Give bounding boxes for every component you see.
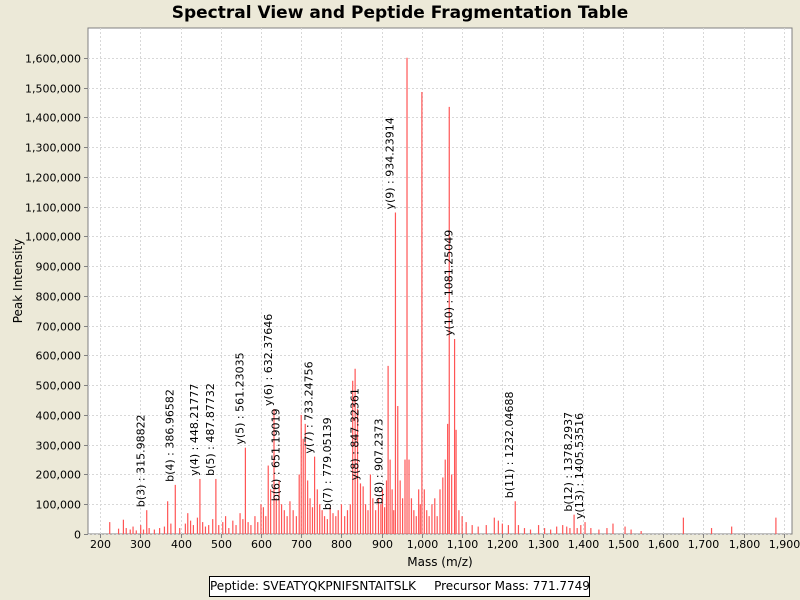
y-tick-label: 700,000 xyxy=(36,321,82,334)
y-tick-label: 1,500,000 xyxy=(25,83,81,96)
x-tick-label: 200 xyxy=(90,538,111,551)
fragment-annotation: y(8) : 847.32361 xyxy=(348,388,361,480)
grid xyxy=(88,28,792,535)
x-tick-label: 1,200 xyxy=(487,538,519,551)
fragment-annotation: y(10) : 1081.25049 xyxy=(443,230,456,336)
fragment-annotation: b(3) : 315.98822 xyxy=(135,414,148,507)
x-tick-label: 900 xyxy=(372,538,393,551)
y-tick-label: 300,000 xyxy=(36,440,82,453)
peptide-label: Peptide: SVEATYQKPNIFSNTAITSLK xyxy=(210,579,417,593)
y-axis-label: Peak Intensity xyxy=(11,239,25,324)
fragment-annotation: b(5) : 487.87732 xyxy=(204,383,217,476)
y-tick-label: 1,600,000 xyxy=(25,53,81,66)
fragment-annotation: y(13) : 1405.53516 xyxy=(573,413,586,519)
peaks xyxy=(109,57,777,534)
y-tick-label: 800,000 xyxy=(36,291,82,304)
y-tick-label: 0 xyxy=(74,529,81,542)
x-tick-label: 1,000 xyxy=(407,538,439,551)
x-tick-label: 300 xyxy=(130,538,151,551)
y-tick-label: 500,000 xyxy=(36,380,82,393)
x-tick-label: 1,500 xyxy=(608,538,640,551)
x-tick-label: 800 xyxy=(331,538,352,551)
chart-title: Spectral View and Peptide Fragmentation … xyxy=(171,3,629,23)
y-tick-label: 1,000,000 xyxy=(25,231,81,244)
fragment-annotation: y(5) : 561.23035 xyxy=(233,352,246,444)
fragment-annotation: y(6) : 632.37646 xyxy=(262,314,275,406)
y-tick-label: 600,000 xyxy=(36,350,82,363)
fragment-annotation: y(7) : 733.24756 xyxy=(303,361,316,453)
fragment-annotations: b(3) : 315.98822 b(4) : 386.96582 y(4) : 4… xyxy=(135,117,586,519)
fragment-annotation: b(11) : 1232.04688 xyxy=(503,392,516,499)
x-tick-label: 700 xyxy=(291,538,312,551)
x-tick-label: 1,600 xyxy=(648,538,680,551)
fragment-annotation: b(12) : 1378.2937 xyxy=(562,412,575,512)
x-tick-label: 1,100 xyxy=(447,538,479,551)
x-axis: 200 300 400 500 600 700 800 900 1,000 1,100 1,200 1… xyxy=(90,534,800,551)
y-axis: 0 100,000 200,000 300,000 400,000 500,000 600,… xyxy=(25,53,88,542)
y-tick-label: 200,000 xyxy=(36,469,82,482)
plot-background xyxy=(87,27,793,535)
fragment-annotation: b(8) : 907.2373 xyxy=(373,418,386,504)
x-tick-label: 500 xyxy=(211,538,232,551)
y-tick-label: 1,400,000 xyxy=(25,112,81,125)
x-tick-label: 1,800 xyxy=(729,538,761,551)
x-axis-label: Mass (m/z) xyxy=(407,555,472,569)
fragment-annotation: b(6) : 651.19019 xyxy=(270,408,283,501)
x-tick-label: 400 xyxy=(171,538,192,551)
y-tick-label: 1,200,000 xyxy=(25,172,81,185)
x-tick-label: 1,300 xyxy=(528,538,560,551)
peptide-info-box: Peptide: SVEATYQKPNIFSNTAITSLK Precursor … xyxy=(209,576,590,597)
x-tick-label: 600 xyxy=(251,538,272,551)
x-tick-label: 1,700 xyxy=(688,538,720,551)
fragment-annotation: b(4) : 386.96582 xyxy=(163,389,176,482)
y-tick-label: 100,000 xyxy=(36,499,82,512)
y-tick-label: 400,000 xyxy=(36,410,82,423)
fragment-annotation: y(4) : 448.21777 xyxy=(188,384,201,476)
x-tick-label: 1,900 xyxy=(769,538,800,551)
precursor-mass-label: Precursor Mass: 771.7749 xyxy=(434,579,590,593)
fragment-annotation: y(9) : 934.23914 xyxy=(383,117,396,209)
fragment-annotation: b(7) : 779.05139 xyxy=(321,417,334,510)
x-tick-label: 1,400 xyxy=(568,538,600,551)
y-tick-label: 1,300,000 xyxy=(25,142,81,155)
y-tick-label: 1,100,000 xyxy=(25,202,81,215)
y-tick-label: 900,000 xyxy=(36,261,82,274)
